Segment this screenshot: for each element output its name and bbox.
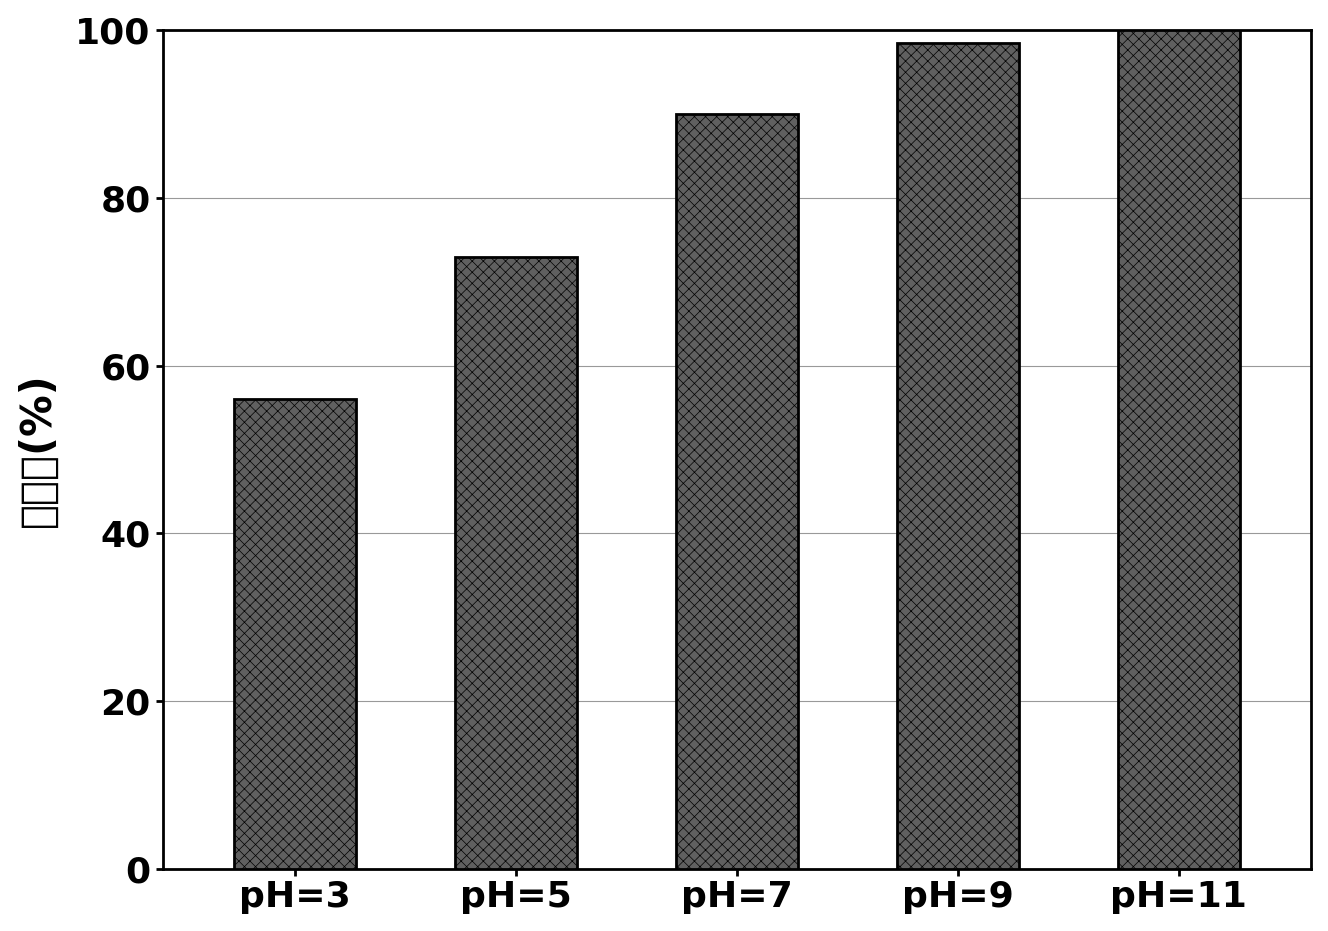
Y-axis label: 脅氧率(%): 脅氧率(%): [17, 372, 58, 527]
Bar: [1118, 30, 1239, 869]
Bar: [456, 257, 576, 869]
Bar: [676, 114, 798, 869]
Bar: [898, 43, 1019, 869]
Bar: [234, 399, 356, 869]
